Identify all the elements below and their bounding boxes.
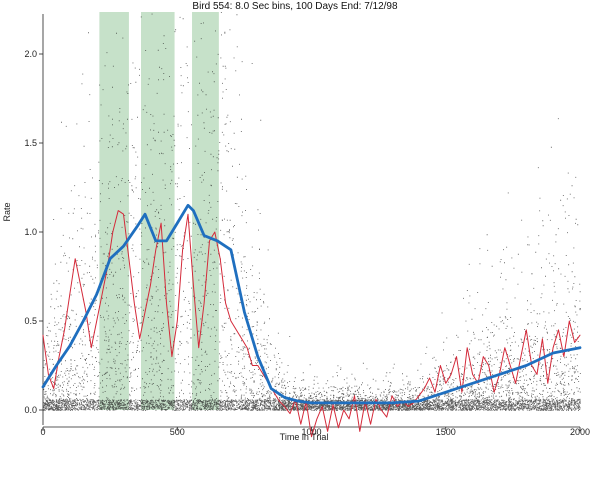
shaded-intervals — [99, 12, 219, 410]
y-tick-label: 0.0 — [24, 405, 37, 415]
x-tick-label: 1500 — [436, 427, 456, 437]
y-tick-label: 1.5 — [24, 138, 37, 148]
y-tick-label: 2.0 — [24, 49, 37, 59]
x-tick-label: 2000 — [570, 427, 590, 437]
axes: 0.0 0.5 1.0 1.5 2.0 0 500 1000 1500 2000 — [24, 14, 590, 437]
x-tick-label: 1000 — [301, 427, 321, 437]
x-tick-label: 0 — [40, 427, 45, 437]
x-axis-title: Time in Trial — [280, 432, 329, 442]
chart-title: Bird 554: 8.0 Sec bins, 100 Days End: 7/… — [192, 1, 398, 12]
y-tick-label: 0.5 — [24, 316, 37, 326]
shaded-interval-2 — [141, 12, 175, 410]
series-line-red — [42, 210, 581, 438]
series-line-blue — [41, 203, 582, 405]
shaded-interval-1 — [99, 12, 129, 410]
x-tick-label: 500 — [170, 427, 185, 437]
y-tick-label: 1.0 — [24, 227, 37, 237]
shaded-interval-3 — [192, 12, 219, 410]
series-lines — [41, 203, 582, 438]
y-axis-title: Rate — [2, 202, 12, 221]
